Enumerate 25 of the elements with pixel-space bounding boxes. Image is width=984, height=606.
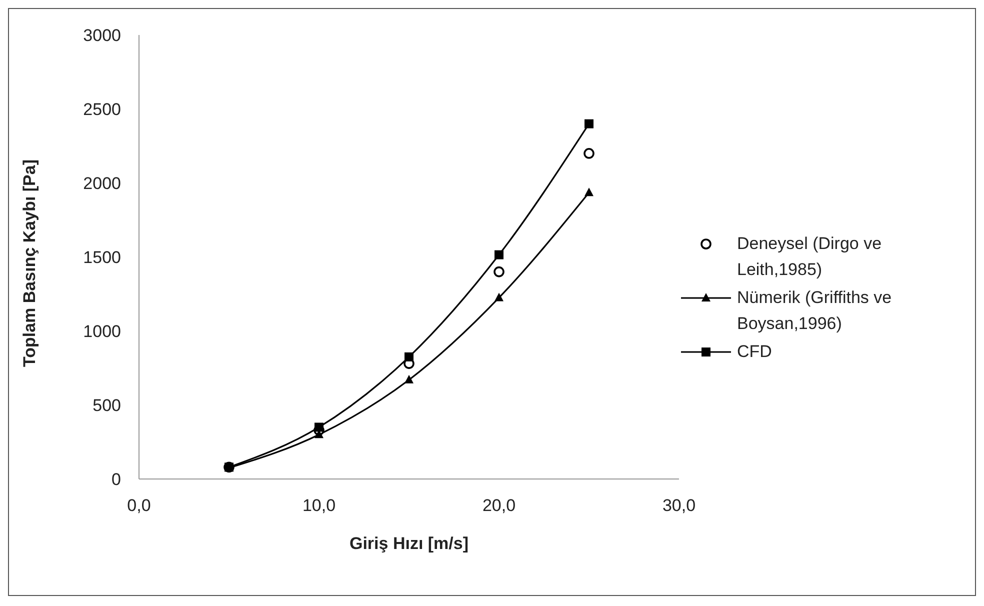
legend-label: CFD: [737, 341, 772, 363]
y-tick-label: 500: [92, 396, 121, 416]
x-tick-label: 0,0: [127, 496, 151, 516]
y-axis-title: Toplam Basınç Kaybı [Pa]: [20, 159, 40, 367]
point: [584, 148, 594, 159]
legend-label: Deneysel (Dirgo ve Leith,1985): [737, 233, 883, 281]
x-tick-label: 30,0: [662, 496, 696, 516]
y-tick-label: 3000: [83, 26, 121, 46]
y-tick-label: 0: [112, 470, 121, 490]
point: [584, 119, 594, 128]
legend-label: Nümerik (Griffiths ve Boysan,1996): [737, 287, 893, 335]
y-tick-label: 2500: [83, 100, 121, 120]
x-axis-title: Giriş Hızı [m/s]: [349, 534, 469, 553]
y-tick-label: 1000: [83, 322, 121, 342]
point: [584, 188, 594, 196]
point: [314, 422, 324, 432]
point: [494, 292, 504, 302]
y-tick-label: 2000: [83, 174, 121, 194]
point: [404, 374, 414, 384]
x-tick-label: 20,0: [482, 496, 516, 516]
point: [494, 266, 504, 278]
x-tick-label: 10,0: [302, 496, 336, 516]
y-tick-label: 1500: [83, 248, 121, 268]
point: [494, 250, 504, 260]
point: [404, 352, 414, 362]
